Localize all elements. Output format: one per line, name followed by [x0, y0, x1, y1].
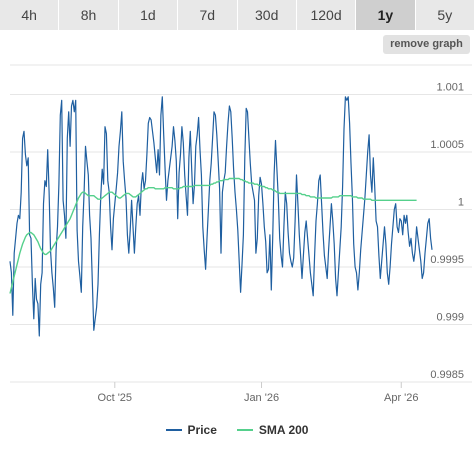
range-tabs: 4h 8h 1d 7d 30d 120d 1y 5y	[0, 0, 474, 30]
legend: Price SMA 200	[0, 420, 474, 440]
tab-1d[interactable]: 1d	[118, 0, 179, 30]
legend-label-sma: SMA 200	[258, 423, 309, 437]
tab-30d[interactable]: 30d	[237, 0, 297, 30]
sma-swatch	[236, 429, 253, 431]
legend-item-price[interactable]: Price	[165, 423, 217, 437]
sma-series-line	[9, 177, 417, 294]
x-axis-ticks: Oct '25 Jan '26 Apr '26	[98, 382, 419, 404]
tab-1y[interactable]: 1y	[356, 0, 416, 30]
legend-item-sma[interactable]: SMA 200	[236, 423, 309, 437]
y-tick-label: 1.0005	[430, 139, 464, 151]
legend-label-price: Price	[187, 423, 217, 437]
remove-graph-button[interactable]: remove graph	[383, 35, 470, 54]
y-tick-label: 1	[458, 197, 464, 209]
price-chart: 0.9985 0.999 0.9995 1 1.0005 1.001 Oct '25 Jan…	[9, 64, 472, 404]
tab-8h[interactable]: 8h	[59, 0, 119, 30]
grid-lines	[10, 64, 472, 383]
tab-120d[interactable]: 120d	[296, 0, 357, 30]
x-tick-label: Apr '26	[384, 392, 419, 404]
y-tick-label: 1.001	[436, 82, 464, 94]
price-swatch	[165, 429, 182, 431]
y-tick-label: 0.999	[436, 312, 464, 324]
y-axis-ticks: 0.9985 0.999 0.9995 1 1.0005 1.001	[430, 82, 464, 382]
price-series-line	[9, 96, 433, 337]
x-tick-label: Jan '26	[244, 392, 279, 404]
tab-4h[interactable]: 4h	[0, 0, 60, 30]
series-lines	[9, 96, 433, 337]
tab-7d[interactable]: 7d	[178, 0, 238, 30]
x-tick-label: Oct '25	[98, 392, 133, 404]
y-tick-label: 0.9995	[430, 254, 464, 266]
y-tick-label: 0.9985	[430, 369, 464, 381]
tab-5y[interactable]: 5y	[415, 0, 474, 30]
